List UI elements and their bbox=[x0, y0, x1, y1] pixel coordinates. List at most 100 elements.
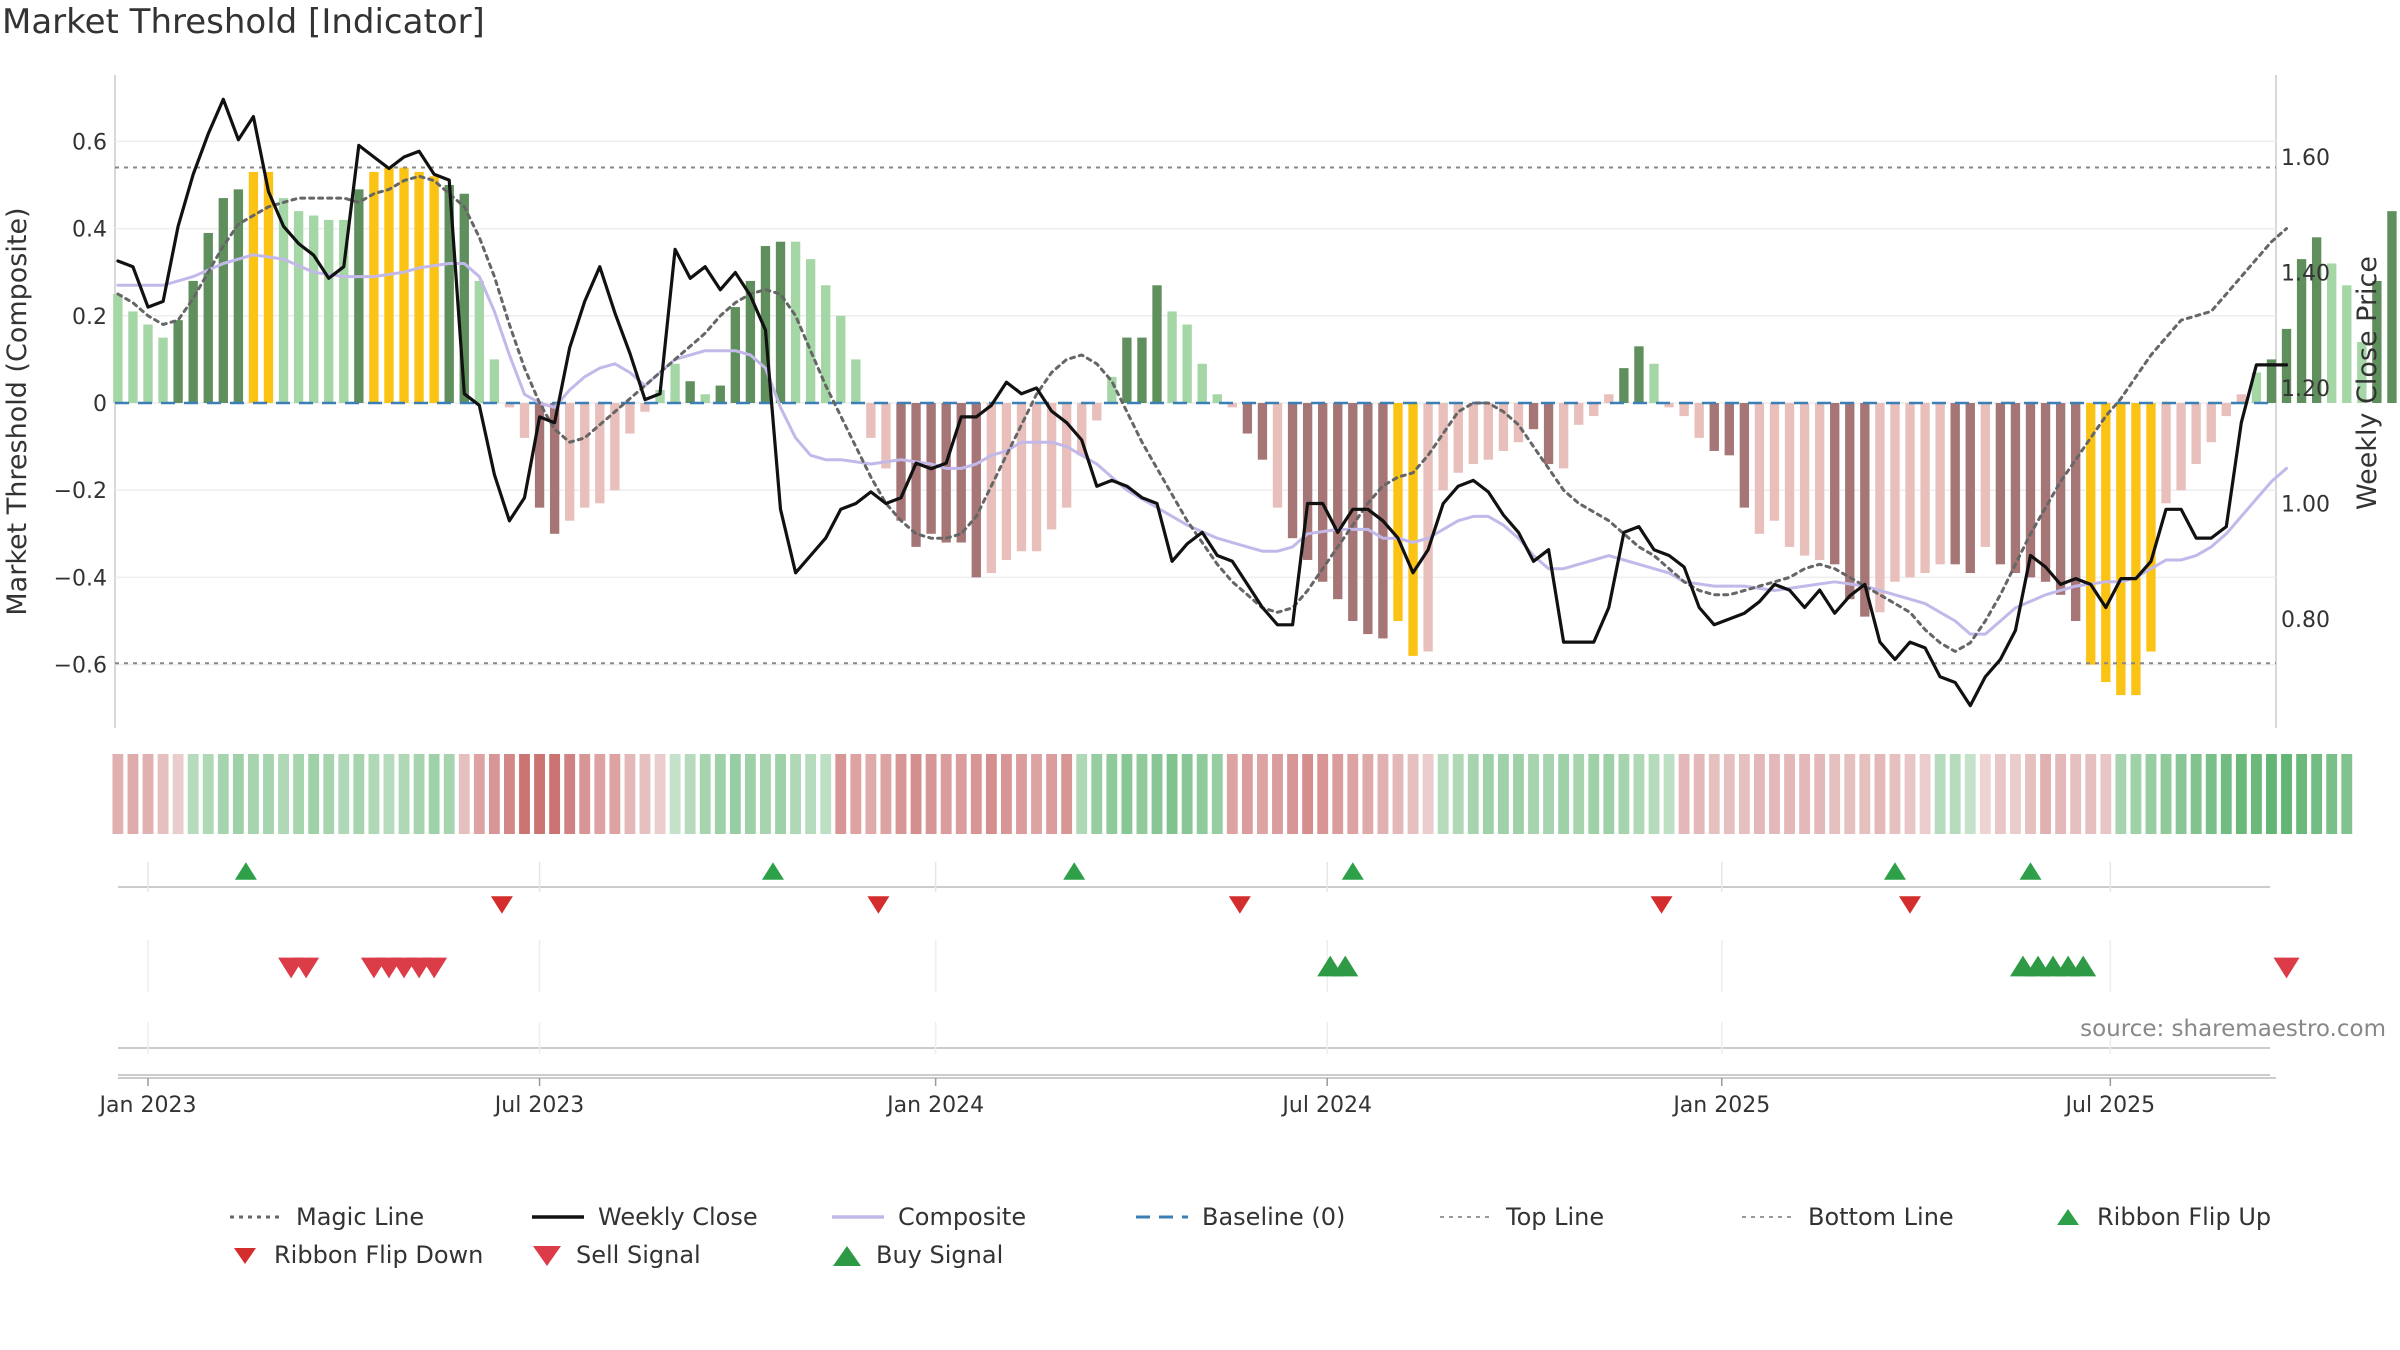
legend-swatch bbox=[230, 1215, 282, 1219]
ribbon-cell bbox=[2235, 754, 2247, 834]
composite-bar bbox=[354, 189, 364, 403]
ribbon-cell bbox=[413, 754, 425, 834]
ribbon-cell bbox=[1257, 754, 1268, 834]
ribbon-cell bbox=[880, 754, 892, 834]
ribbon-cell bbox=[458, 754, 470, 834]
composite-bar bbox=[1513, 403, 1524, 443]
composite-bar bbox=[1212, 394, 1222, 403]
ribbon-cell bbox=[955, 754, 967, 834]
composite-bar bbox=[188, 280, 198, 403]
composite-bar bbox=[1182, 324, 1192, 403]
legend-swatch bbox=[2057, 1209, 2079, 1225]
composite-bar bbox=[339, 219, 349, 403]
composite-bar bbox=[113, 294, 123, 403]
composite-bar bbox=[1980, 403, 1990, 547]
composite-bar bbox=[1995, 403, 2006, 565]
ribbon-cell bbox=[564, 754, 576, 834]
composite-bar bbox=[911, 403, 921, 547]
ribbon-cell bbox=[1332, 754, 1344, 834]
legend-label: Ribbon Flip Down bbox=[274, 1241, 484, 1269]
composite-bar bbox=[519, 403, 530, 438]
composite-bar bbox=[1558, 403, 1569, 469]
composite-bar bbox=[1408, 403, 1418, 656]
ribbon-cell bbox=[805, 754, 817, 834]
composite-bar bbox=[2161, 403, 2171, 504]
composite-bar bbox=[2146, 403, 2156, 652]
composite-bar bbox=[1664, 403, 1674, 408]
ribbon-cell bbox=[2085, 754, 2097, 834]
ribbon-cell bbox=[1573, 754, 1585, 834]
ribbon-cell bbox=[729, 754, 741, 834]
legend-label: Ribbon Flip Up bbox=[2097, 1203, 2272, 1231]
sell-signal-marker bbox=[421, 957, 448, 979]
composite-bar bbox=[2251, 372, 2262, 403]
ribbon-cell bbox=[760, 754, 771, 834]
ribbon-cell bbox=[2205, 754, 2217, 834]
ribbon-cell bbox=[187, 754, 199, 834]
composite-bar bbox=[715, 385, 725, 403]
ribbon-cell bbox=[1241, 754, 1253, 834]
ribbon-cell bbox=[353, 754, 365, 834]
composite-bar bbox=[655, 389, 665, 403]
ribbon-cell bbox=[1226, 754, 1238, 834]
ribbon-cell bbox=[1422, 754, 1434, 834]
ribbon-cell bbox=[2190, 754, 2202, 834]
ribbon-cell bbox=[1211, 754, 1223, 834]
ribbon-flip-up-marker bbox=[1341, 862, 1364, 880]
ribbon-cell bbox=[895, 754, 907, 834]
ribbon-cell bbox=[820, 754, 832, 834]
ribbon-cell bbox=[1076, 754, 1088, 834]
ribbon-cell bbox=[368, 754, 380, 834]
ribbon-cell bbox=[2266, 754, 2277, 834]
ribbon-cell bbox=[1904, 754, 1916, 834]
composite-bar bbox=[956, 403, 966, 543]
legend-swatch bbox=[1742, 1216, 1794, 1218]
ribbon-cell bbox=[323, 754, 335, 834]
composite-bar bbox=[2387, 211, 2397, 403]
ribbon-flip-down-marker bbox=[867, 896, 890, 914]
composite-bar bbox=[1363, 403, 1373, 635]
composite-bar bbox=[1393, 403, 1403, 621]
ribbon-cell bbox=[1633, 754, 1645, 834]
composite-bar bbox=[2311, 237, 2322, 403]
legend-item-sell-signal: Sell Signal bbox=[530, 1238, 701, 1272]
composite-bar bbox=[1438, 403, 1448, 491]
ribbon-cell bbox=[1994, 754, 2006, 834]
composite-bar bbox=[1197, 363, 1207, 403]
ribbon-cell bbox=[1031, 754, 1042, 834]
legend-item-baseline-0: Baseline (0) bbox=[1134, 1200, 1345, 1234]
composite-bar bbox=[549, 403, 560, 534]
composite-bar bbox=[2296, 259, 2307, 403]
composite-bar bbox=[1649, 363, 1659, 403]
composite-bar bbox=[580, 403, 590, 508]
ribbon-cell bbox=[1061, 754, 1073, 834]
composite-bar bbox=[1453, 403, 1463, 473]
ribbon-flip-up-marker bbox=[2019, 862, 2042, 880]
composite-bar bbox=[1830, 403, 1840, 565]
ribbon-cell bbox=[1272, 754, 1283, 834]
composite-bar bbox=[1604, 394, 1614, 403]
legend-swatch bbox=[832, 1215, 884, 1219]
composite-bar bbox=[1935, 403, 1945, 565]
composite-bar bbox=[1016, 403, 1027, 552]
composite-bar bbox=[1061, 403, 1072, 508]
ribbon-cell bbox=[263, 754, 274, 834]
composite-bar bbox=[1589, 403, 1599, 417]
ribbon-cell bbox=[1588, 754, 1600, 834]
composite-bar bbox=[1272, 403, 1283, 508]
ribbon-cell bbox=[202, 754, 214, 834]
composite-bar bbox=[1227, 403, 1237, 408]
sell-signal-marker bbox=[2273, 957, 2300, 979]
ribbon-flip-up-marker bbox=[1063, 862, 1086, 880]
ribbon-cell bbox=[1482, 754, 1494, 834]
composite-bar bbox=[2071, 403, 2081, 621]
composite-bar bbox=[760, 246, 771, 403]
legend-item-bottom-line: Bottom Line bbox=[1740, 1200, 1954, 1234]
left-tick-label: 0 bbox=[93, 392, 107, 417]
composite-bar bbox=[836, 315, 846, 403]
ribbon-cell bbox=[1874, 754, 1886, 834]
composite-bar bbox=[1498, 403, 1509, 451]
ribbon-cell bbox=[699, 754, 711, 834]
ribbon-cell bbox=[1377, 754, 1389, 834]
